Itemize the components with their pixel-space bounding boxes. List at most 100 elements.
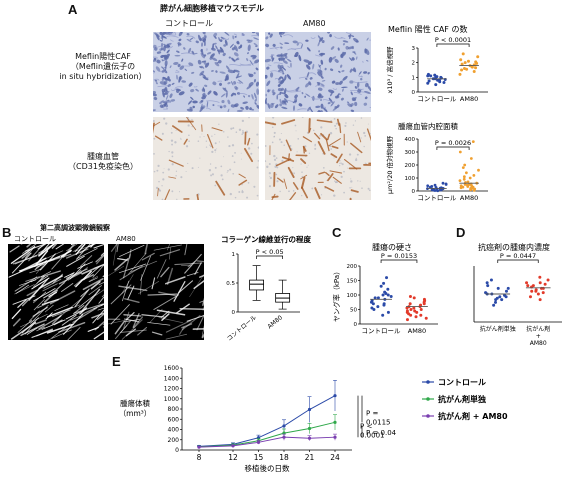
data-point (371, 302, 375, 306)
data-point (464, 171, 468, 175)
y-tick-label: 300 (405, 150, 416, 156)
y-tick-label: 0 (175, 447, 179, 454)
data-point (493, 300, 497, 304)
data-point (442, 80, 446, 84)
data-point (414, 315, 418, 319)
shg-micrograph-control (8, 244, 104, 340)
x-category-label: + (536, 333, 541, 340)
y-tick-label: 600 (168, 416, 180, 423)
box (249, 279, 264, 291)
x-tick-label: 15 (254, 453, 264, 462)
y-tick-label: 1600 (164, 365, 179, 372)
data-point (415, 310, 419, 314)
shg-micrograph-am80 (108, 244, 204, 340)
y-tick-label: 1000 (164, 396, 179, 403)
col-am80-label: AM80 (303, 19, 326, 28)
panel-a-label: A (68, 2, 78, 17)
data-point (500, 298, 504, 302)
y-tick-label: 0 (412, 189, 416, 195)
data-point (382, 302, 386, 306)
x-category-label: 抗がん剤単独 (480, 325, 516, 333)
p-value-label: P = 0.04 (366, 429, 397, 437)
micrograph-meflin-control (153, 32, 259, 112)
data-point (477, 168, 480, 172)
data-point (468, 176, 472, 180)
data-point (506, 286, 510, 290)
chart-tumor-stiffness: 腫瘍の硬さ 0 50 100 150 200 ヤング率（kPa） P = 0.0153 コントロ… (332, 242, 438, 335)
data-point (386, 287, 390, 291)
x-tick-label: 24 (330, 453, 340, 462)
x-category-label: AM80 (460, 95, 478, 103)
data-point (498, 295, 502, 299)
data-point (333, 435, 337, 439)
data-point (459, 184, 463, 188)
data-point (231, 444, 235, 448)
data-point (496, 286, 500, 290)
data-point (465, 67, 469, 71)
data-point (474, 66, 478, 70)
data-point (405, 309, 409, 313)
y-tick-label: 1400 (164, 375, 179, 382)
x-tick-label: 8 (197, 453, 202, 462)
significance-bracket (380, 259, 418, 263)
data-point (476, 55, 480, 59)
data-point (422, 297, 426, 301)
data-point (256, 440, 261, 444)
data-point (525, 281, 529, 285)
data-point (543, 282, 547, 286)
data-point (458, 150, 462, 154)
y-tick-label: 0.5 (226, 281, 235, 287)
y-tick-label: 0 (412, 90, 416, 96)
data-point (495, 296, 499, 300)
data-point (441, 187, 445, 191)
data-point (531, 284, 535, 288)
panel-d-label: D (456, 225, 466, 240)
data-point (405, 318, 409, 322)
row2-label: 腫瘍血管 （CD31免疫染色） (68, 152, 138, 171)
data-point (419, 308, 423, 311)
y-tick-label: 800 (168, 406, 180, 413)
data-point (473, 187, 477, 191)
micrograph-meflin-am80 (265, 32, 371, 112)
y-axis-label: 腫瘍体積 (120, 398, 150, 408)
data-point (386, 310, 390, 314)
data-point (434, 75, 438, 79)
p-value-label: P < 0.05 (256, 248, 284, 256)
data-point (466, 59, 470, 63)
data-point (370, 299, 374, 303)
data-point (426, 81, 430, 85)
y-tick-label: 200 (168, 437, 180, 444)
data-point (484, 291, 488, 295)
p-value-label: P < 0.0001 (435, 36, 471, 44)
chart-title: 腫瘍血管内腔面積 (398, 121, 458, 131)
chart-meflin-caf-count: Meflin 陽性 CAF の数 0 1 2 3 x10³ / 高倍視野 P < 0.000… (385, 24, 488, 103)
y-tick-label: 0 (232, 310, 236, 316)
data-point (472, 69, 476, 73)
data-point (460, 68, 464, 72)
significance-bracket (256, 255, 283, 259)
x-category-label: コントロール (417, 95, 457, 103)
data-point (408, 294, 412, 298)
data-point (426, 72, 430, 76)
data-point (466, 180, 470, 184)
x-tick-label: 18 (279, 453, 289, 462)
y-tick-label: 400 (168, 427, 180, 434)
data-point (433, 183, 437, 187)
data-point (458, 72, 462, 76)
significance-bracket (497, 259, 539, 263)
data-point (370, 306, 374, 310)
data-point (333, 420, 337, 424)
y-axis-label: （mm³） (119, 409, 152, 418)
col-control-label: コントロール (165, 19, 213, 28)
chart-collagen-alignment: コラーゲン線維並行の程度 0 0.5 1 P < 0.05 コントロール AM80 (221, 234, 311, 343)
data-point (386, 293, 390, 297)
data-point (458, 179, 462, 182)
x-category-label: AM80 (460, 194, 478, 202)
b-col-am80-label: AM80 (116, 235, 136, 243)
data-point (461, 52, 465, 56)
y-tick-label: 0 (354, 322, 358, 328)
legend-marker (426, 414, 430, 418)
x-category-label: コントロール (362, 327, 402, 335)
data-point (429, 74, 433, 78)
data-point (385, 276, 389, 280)
